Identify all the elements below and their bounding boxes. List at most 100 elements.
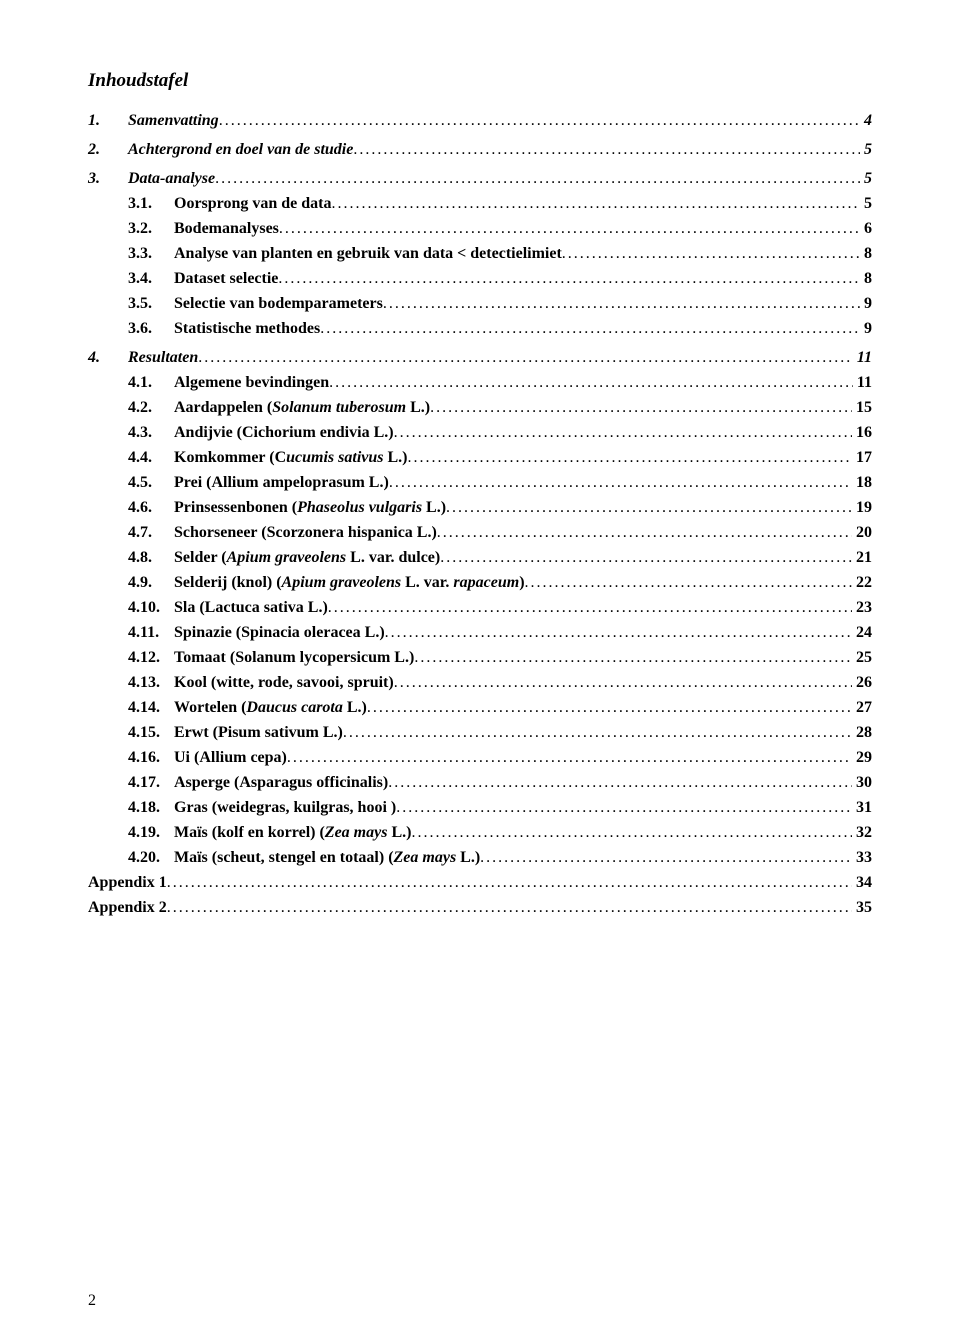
toc-entry-number: 4.5.: [128, 474, 174, 492]
toc-entry: 4.17.Asperge (Asparagus officinalis)30: [88, 774, 872, 792]
toc-leader-dots: [367, 699, 852, 717]
toc-entry-page: 29: [852, 749, 872, 767]
toc-entry: 4.11.Spinazie (Spinacia oleracea L.)24: [88, 624, 872, 642]
toc-entry-page: 21: [852, 549, 872, 567]
toc-entry-text: Maïs (kolf en korrel) (Zea mays L.): [174, 824, 411, 842]
toc-entry-page: 11: [853, 349, 872, 367]
toc-entry: 4.1.Algemene bevindingen11: [88, 374, 872, 392]
toc-entry-text: Dataset selectie: [174, 270, 278, 288]
toc-leader-dots: [525, 574, 852, 592]
toc-entry-number: 4.10.: [128, 599, 174, 617]
toc-entry-page: 22: [852, 574, 872, 592]
toc-entry-page: 9: [860, 320, 872, 338]
toc-entry-number: 4.4.: [128, 449, 174, 467]
toc-entry-number: 4.3.: [128, 424, 174, 442]
toc-leader-dots: [480, 849, 852, 867]
toc-entry-text: Tomaat (Solanum lycopersicum L.): [174, 649, 414, 667]
toc-entry: 3.Data-analyse5: [88, 170, 872, 188]
toc-entry-number: 4.2.: [128, 399, 174, 417]
toc-entry: 3.2.Bodemanalyses6: [88, 220, 872, 238]
toc-entry: 4.7.Schorseneer (Scorzonera hispanica L.…: [88, 524, 872, 542]
toc-entry-page: 33: [852, 849, 872, 867]
toc-entry-text: Statistische methodes: [174, 320, 320, 338]
toc-entry: 4.8.Selder (Apium graveolens L. var. dul…: [88, 549, 872, 567]
toc-entry-text: Wortelen (Daucus carota L.): [174, 699, 367, 717]
toc-entry-page: 26: [852, 674, 872, 692]
toc-leader-dots: [279, 220, 860, 238]
toc-entry-text: Resultaten: [128, 349, 198, 367]
toc-container: 1.Samenvatting42.Achtergrond en doel van…: [88, 112, 872, 917]
toc-entry: 4.9.Selderij (knol) (Apium graveolens L.…: [88, 574, 872, 592]
toc-entry-text: Prinsessenbonen (Phaseolus vulgaris L.): [174, 499, 446, 517]
toc-leader-dots: [388, 774, 852, 792]
toc-entry-text: Erwt (Pisum sativum L.): [174, 724, 343, 742]
toc-entry: 4.19.Maïs (kolf en korrel) (Zea mays L.)…: [88, 824, 872, 842]
toc-leader-dots: [219, 112, 860, 130]
toc-entry-page: 18: [852, 474, 872, 492]
toc-entry: 3.6.Statistische methodes 9: [88, 320, 872, 338]
toc-entry: 4.3.Andijvie (Cichorium endivia L.)16: [88, 424, 872, 442]
toc-entry-text: Andijvie (Cichorium endivia L.): [174, 424, 394, 442]
toc-leader-dots: [437, 524, 852, 542]
toc-title: Inhoudstafel: [88, 70, 872, 92]
toc-entry-page: 24: [852, 624, 872, 642]
toc-entry-text: Maïs (scheut, stengel en totaal) (Zea ma…: [174, 849, 480, 867]
toc-entry-text: Appendix 1: [88, 874, 167, 892]
toc-entry-page: 5: [860, 141, 872, 159]
toc-entry-page: 8: [860, 245, 872, 263]
toc-leader-dots: [446, 499, 852, 517]
toc-entry-text: Achtergrond en doel van de studie: [128, 141, 353, 159]
toc-entry-number: 3.: [88, 170, 128, 188]
toc-entry: Appendix 235: [88, 899, 872, 917]
toc-leader-dots: [320, 320, 860, 338]
toc-entry: 4.16.Ui (Allium cepa)29: [88, 749, 872, 767]
toc-entry-text: Selder (Apium graveolens L. var. dulce): [174, 549, 440, 567]
toc-entry-page: 32: [852, 824, 872, 842]
toc-leader-dots: [278, 270, 860, 288]
toc-leader-dots: [332, 195, 860, 213]
toc-leader-dots: [407, 449, 852, 467]
toc-entry-number: 4.12.: [128, 649, 174, 667]
toc-leader-dots: [167, 899, 852, 917]
toc-entry-page: 5: [860, 195, 872, 213]
toc-entry: 4.12.Tomaat (Solanum lycopersicum L.) 25: [88, 649, 872, 667]
toc-entry: 4.13.Kool (witte, rode, savooi, spruit) 2…: [88, 674, 872, 692]
toc-entry-text: Selderij (knol) (Apium graveolens L. var…: [174, 574, 525, 592]
toc-entry-text: Asperge (Asparagus officinalis): [174, 774, 388, 792]
toc-entry-number: 3.6.: [128, 320, 174, 338]
toc-entry-text: Aardappelen (Solanum tuberosum L.): [174, 399, 430, 417]
toc-leader-dots: [394, 424, 852, 442]
toc-entry-page: 28: [852, 724, 872, 742]
toc-entry: 2.Achtergrond en doel van de studie5: [88, 141, 872, 159]
toc-entry-text: Sla (Lactuca sativa L.): [174, 599, 328, 617]
page: Inhoudstafel 1.Samenvatting42.Achtergron…: [0, 0, 960, 1344]
toc-entry-text: Oorsprong van de data: [174, 195, 332, 213]
toc-entry-text: Spinazie (Spinacia oleracea L.): [174, 624, 385, 642]
toc-entry: 4.2.Aardappelen (Solanum tuberosum L.) 15: [88, 399, 872, 417]
toc-leader-dots: [562, 245, 860, 263]
toc-entry-page: 15: [852, 399, 872, 417]
toc-entry-number: 4.7.: [128, 524, 174, 542]
toc-entry-page: 9: [860, 295, 872, 313]
toc-entry: 1.Samenvatting4: [88, 112, 872, 130]
toc-entry-number: 4.18.: [128, 799, 174, 817]
toc-entry-text: Kool (witte, rode, savooi, spruit): [174, 674, 394, 692]
toc-entry-page: 25: [852, 649, 872, 667]
toc-entry-number: 4.13.: [128, 674, 174, 692]
toc-entry-text: Schorseneer (Scorzonera hispanica L.): [174, 524, 437, 542]
toc-entry-number: 3.3.: [128, 245, 174, 263]
toc-entry: 4.18.Gras (weidegras, kuilgras, hooi )31: [88, 799, 872, 817]
toc-entry: 4.15.Erwt (Pisum sativum L.)28: [88, 724, 872, 742]
toc-leader-dots: [383, 295, 860, 313]
toc-entry-page: 27: [852, 699, 872, 717]
toc-leader-dots: [389, 474, 852, 492]
toc-entry-text: Ui (Allium cepa): [174, 749, 287, 767]
toc-entry: 3.5.Selectie van bodemparameters9: [88, 295, 872, 313]
toc-entry: 4.14.Wortelen (Daucus carota L.)27: [88, 699, 872, 717]
toc-entry-page: 35: [852, 899, 872, 917]
toc-leader-dots: [167, 874, 852, 892]
toc-entry: 4.5.Prei (Allium ampeloprasum L.)18: [88, 474, 872, 492]
toc-leader-dots: [394, 674, 852, 692]
toc-entry-number: 3.1.: [128, 195, 174, 213]
toc-entry-page: 8: [860, 270, 872, 288]
